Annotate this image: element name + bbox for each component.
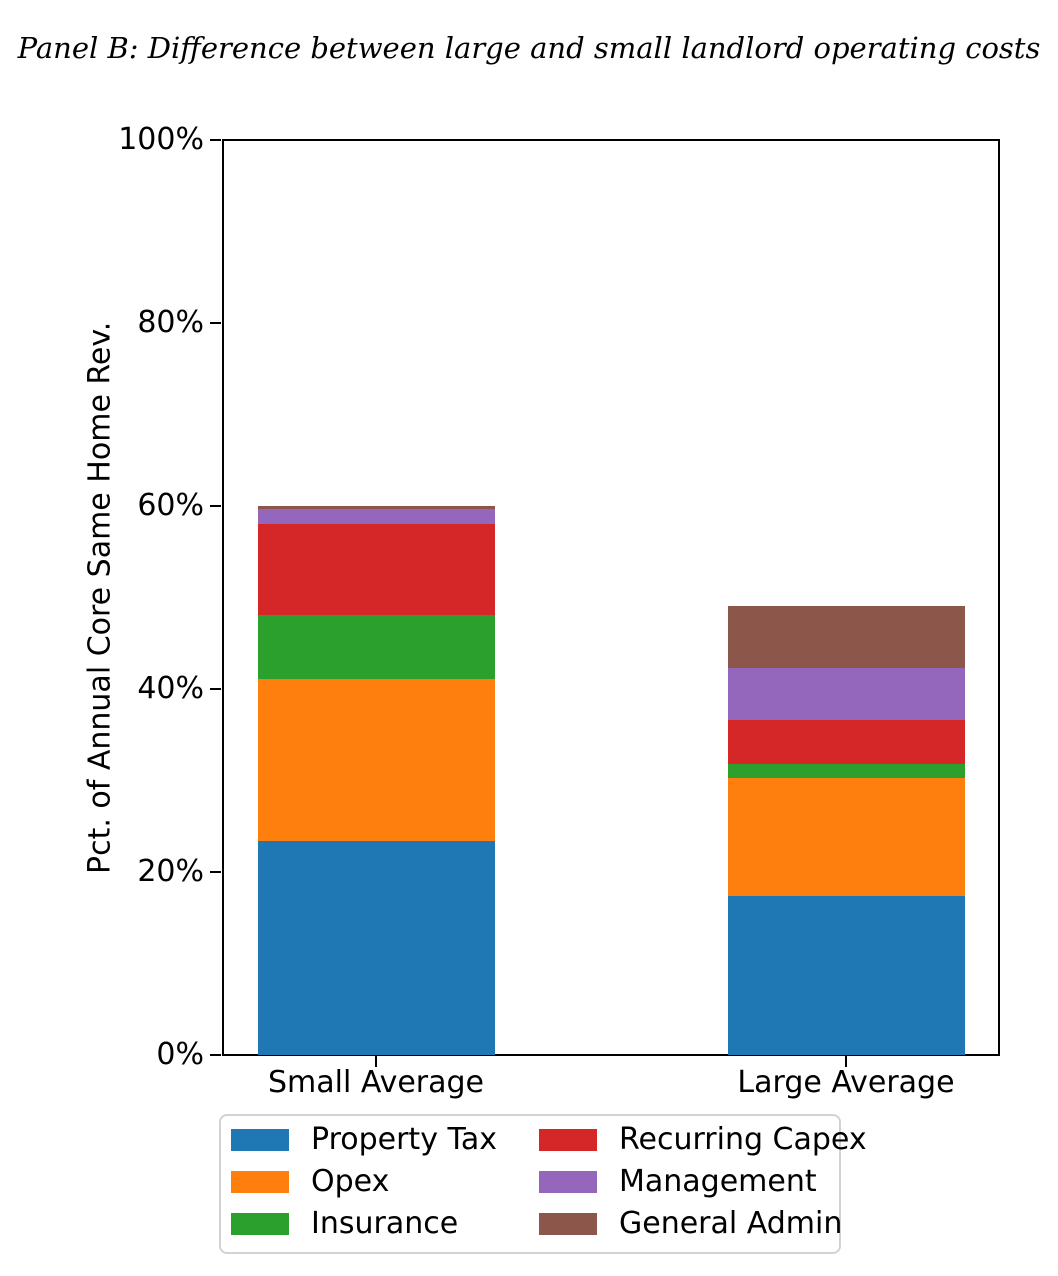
bar-segment-small-average-recurring-capex bbox=[257, 524, 495, 615]
y-tick-label: 60% bbox=[137, 488, 204, 523]
legend-swatch-recurring-capex bbox=[539, 1129, 597, 1151]
legend-label-general-admin: General Admin bbox=[619, 1206, 843, 1241]
bar-segment-large-average-property-tax bbox=[727, 895, 965, 1055]
x-tick-mark bbox=[844, 1056, 848, 1067]
bar-segment-large-average-management bbox=[727, 667, 965, 721]
legend-label-opex: Opex bbox=[311, 1164, 390, 1199]
bar-segment-large-average-insurance bbox=[727, 764, 965, 778]
y-tick-mark bbox=[210, 138, 221, 142]
y-tick-label: 0% bbox=[156, 1037, 204, 1072]
y-tick-mark bbox=[210, 870, 221, 874]
y-tick-mark bbox=[210, 504, 221, 508]
x-tick-mark bbox=[374, 1056, 378, 1067]
y-tick-mark bbox=[210, 1053, 221, 1057]
legend-label-property-tax: Property Tax bbox=[311, 1122, 497, 1157]
legend-label-insurance: Insurance bbox=[311, 1206, 459, 1241]
y-tick-label: 80% bbox=[137, 305, 204, 340]
bar-segment-small-average-general-admin bbox=[257, 506, 495, 509]
legend: Property Tax Opex Insurance Recurring Capex… bbox=[219, 1114, 867, 1254]
legend-label-recurring-capex: Recurring Capex bbox=[619, 1122, 867, 1157]
y-tick-label: 20% bbox=[137, 854, 204, 889]
bar-segment-small-average-insurance bbox=[257, 614, 495, 679]
bar-segment-small-average-opex bbox=[257, 678, 495, 841]
bar-segment-large-average-opex bbox=[727, 777, 965, 896]
legend-label-management: Management bbox=[619, 1164, 817, 1199]
legend-swatch-insurance bbox=[231, 1213, 289, 1235]
bar-segment-large-average-general-admin bbox=[727, 605, 965, 668]
y-tick-mark bbox=[210, 321, 221, 325]
y-axis-label: Pct. of Annual Core Same Home Rev. bbox=[82, 321, 118, 874]
y-tick-mark bbox=[210, 687, 221, 691]
x-tick-label: Large Average bbox=[737, 1065, 955, 1100]
legend-swatch-general-admin bbox=[539, 1213, 597, 1235]
chart-title: Panel B: Difference between large and sm… bbox=[17, 31, 1041, 65]
bar-segment-large-average-recurring-capex bbox=[727, 720, 965, 765]
bar-segment-small-average-management bbox=[257, 508, 495, 525]
bar-segment-small-average-property-tax bbox=[257, 840, 495, 1055]
legend-swatch-property-tax bbox=[231, 1129, 289, 1151]
legend-swatch-management bbox=[539, 1171, 597, 1193]
x-tick-label: Small Average bbox=[267, 1065, 485, 1100]
y-tick-label: 40% bbox=[137, 671, 204, 706]
legend-swatch-opex bbox=[231, 1171, 289, 1193]
y-tick-label: 100% bbox=[118, 122, 204, 157]
